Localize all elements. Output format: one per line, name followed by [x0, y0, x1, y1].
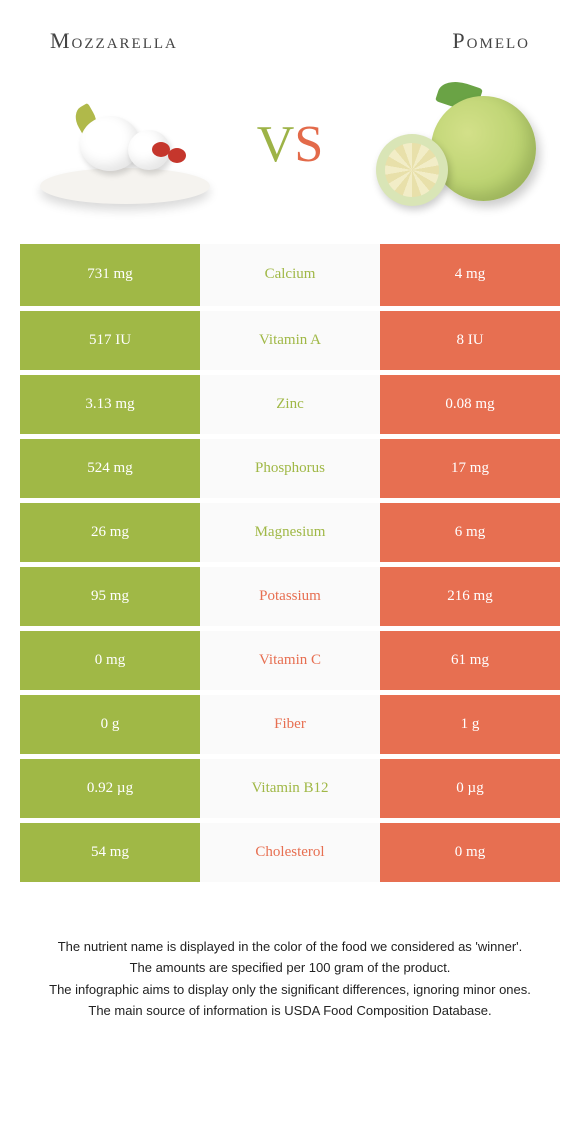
- left-value-cell: 3.13 mg: [20, 372, 200, 436]
- nutrient-name-cell: Vitamin C: [200, 628, 380, 692]
- footer-line: The main source of information is USDA F…: [36, 1001, 544, 1021]
- nutrient-name-cell: Zinc: [200, 372, 380, 436]
- table-row: 517 IUVitamin A8 IU: [20, 308, 560, 372]
- table-row: 3.13 mgZinc0.08 mg: [20, 372, 560, 436]
- mozzarella-illustration: [40, 74, 210, 214]
- nutrient-name-cell: Cholesterol: [200, 820, 380, 884]
- nutrient-name-cell: Calcium: [200, 244, 380, 308]
- table-row: 524 mgPhosphorus17 mg: [20, 436, 560, 500]
- nutrient-name-cell: Phosphorus: [200, 436, 380, 500]
- right-food-title: Pomelo: [452, 28, 530, 54]
- nutrient-name-cell: Vitamin A: [200, 308, 380, 372]
- left-value-cell: 524 mg: [20, 436, 200, 500]
- left-value-cell: 0 g: [20, 692, 200, 756]
- table-row: 731 mgCalcium4 mg: [20, 244, 560, 308]
- right-value-cell: 6 mg: [380, 500, 560, 564]
- nutrient-name-cell: Potassium: [200, 564, 380, 628]
- footer-notes: The nutrient name is displayed in the co…: [36, 937, 544, 1021]
- left-value-cell: 26 mg: [20, 500, 200, 564]
- right-value-cell: 216 mg: [380, 564, 560, 628]
- pomelo-illustration: [370, 74, 540, 214]
- right-value-cell: 1 g: [380, 692, 560, 756]
- header-row: Mozzarella Pomelo: [0, 0, 580, 66]
- left-value-cell: 517 IU: [20, 308, 200, 372]
- right-value-cell: 61 mg: [380, 628, 560, 692]
- footer-line: The nutrient name is displayed in the co…: [36, 937, 544, 957]
- table-row: 54 mgCholesterol0 mg: [20, 820, 560, 884]
- nutrient-name-cell: Fiber: [200, 692, 380, 756]
- vs-letter-v: V: [257, 116, 295, 173]
- images-row: VS: [0, 66, 580, 244]
- left-value-cell: 95 mg: [20, 564, 200, 628]
- nutrient-name-cell: Vitamin B12: [200, 756, 380, 820]
- left-value-cell: 54 mg: [20, 820, 200, 884]
- vs-letter-s: S: [294, 116, 323, 173]
- table-row: 95 mgPotassium216 mg: [20, 564, 560, 628]
- table-row: 0 gFiber1 g: [20, 692, 560, 756]
- footer-line: The amounts are specified per 100 gram o…: [36, 958, 544, 978]
- nutrient-name-cell: Magnesium: [200, 500, 380, 564]
- vs-badge: VS: [257, 115, 323, 174]
- right-value-cell: 17 mg: [380, 436, 560, 500]
- table-row: 26 mgMagnesium6 mg: [20, 500, 560, 564]
- table-row: 0 mgVitamin C61 mg: [20, 628, 560, 692]
- right-value-cell: 0.08 mg: [380, 372, 560, 436]
- left-value-cell: 0 mg: [20, 628, 200, 692]
- footer-line: The infographic aims to display only the…: [36, 980, 544, 1000]
- right-value-cell: 8 IU: [380, 308, 560, 372]
- right-value-cell: 0 µg: [380, 756, 560, 820]
- table-row: 0.92 µgVitamin B120 µg: [20, 756, 560, 820]
- left-value-cell: 731 mg: [20, 244, 200, 308]
- left-value-cell: 0.92 µg: [20, 756, 200, 820]
- nutrient-table: 731 mgCalcium4 mg517 IUVitamin A8 IU3.13…: [20, 244, 560, 887]
- right-value-cell: 0 mg: [380, 820, 560, 884]
- left-food-title: Mozzarella: [50, 28, 178, 54]
- right-value-cell: 4 mg: [380, 244, 560, 308]
